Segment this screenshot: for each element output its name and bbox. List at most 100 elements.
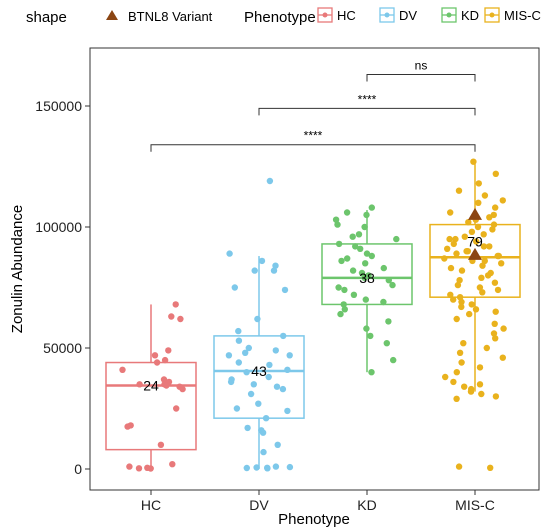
data-point — [393, 235, 400, 243]
data-point — [446, 235, 453, 243]
x-tick-label: HC — [141, 497, 161, 513]
data-point — [467, 388, 475, 395]
data-point — [274, 441, 281, 448]
data-point — [460, 340, 467, 347]
data-point — [472, 306, 480, 313]
data-point — [245, 344, 252, 352]
data-point — [177, 315, 184, 323]
data-point — [368, 204, 375, 211]
data-point — [468, 228, 476, 235]
y-tick-label: 100000 — [35, 219, 82, 235]
data-point — [487, 464, 494, 471]
data-point — [119, 366, 126, 373]
data-point — [458, 359, 465, 366]
x-axis-ticks: HC DV KD MIS-C — [141, 490, 495, 513]
data-point — [226, 250, 233, 257]
plot-panel-border — [89, 47, 540, 491]
data-point — [486, 243, 493, 250]
data-point — [453, 395, 460, 402]
data-point — [455, 463, 463, 470]
x-axis-title: Phenotype — [278, 511, 350, 528]
data-point — [165, 347, 172, 354]
data-point — [341, 286, 348, 294]
data-point — [344, 255, 351, 262]
data-point — [168, 313, 175, 320]
count-label-layer: 24 43 38 79 — [143, 233, 483, 393]
legend-variant-label: BTNL8 Variant — [128, 9, 213, 24]
data-point — [492, 170, 499, 177]
data-point — [284, 407, 291, 415]
data-point — [225, 352, 233, 359]
data-point — [468, 301, 475, 308]
data-point — [242, 349, 249, 356]
point-layer — [119, 158, 507, 472]
data-point — [458, 267, 466, 274]
box-mis-c — [429, 223, 521, 298]
data-point — [361, 223, 368, 231]
x-tick-label: DV — [249, 497, 269, 513]
data-point — [349, 233, 356, 240]
data-point — [484, 272, 492, 279]
data-point — [286, 352, 293, 359]
data-point — [476, 381, 484, 388]
data-point — [151, 352, 159, 359]
significance-label: ns — [415, 59, 428, 73]
x-tick-label: MIS-C — [455, 497, 495, 513]
data-point — [266, 361, 273, 369]
data-point — [500, 325, 507, 332]
legend-shape-title: shape — [26, 9, 67, 26]
data-point — [343, 209, 351, 216]
significance-brackets: ns **** **** — [150, 59, 476, 152]
data-point — [368, 252, 375, 260]
legend-key-point — [446, 12, 452, 18]
comparison-bracket — [258, 107, 476, 116]
data-point — [352, 243, 359, 250]
data-point — [235, 359, 242, 366]
data-point — [489, 226, 496, 233]
y-axis-title: Zonulin Abundance — [9, 205, 26, 333]
data-point — [499, 197, 506, 204]
data-point — [461, 383, 468, 390]
data-point — [340, 301, 347, 308]
data-point — [385, 277, 392, 284]
data-point — [363, 250, 371, 257]
data-point — [389, 281, 396, 289]
data-point — [135, 465, 143, 472]
data-point — [284, 366, 291, 373]
data-point — [481, 257, 488, 265]
sample-count-label: 24 — [143, 378, 159, 394]
data-point — [273, 383, 281, 390]
y-tick-label: 150000 — [35, 98, 82, 114]
data-point — [363, 211, 370, 219]
data-point — [453, 315, 460, 323]
data-point — [476, 284, 484, 291]
significance-label: **** — [358, 92, 377, 106]
data-point — [491, 279, 499, 286]
data-point — [173, 405, 180, 412]
legend: shape BTNL8 Variant Phenotype HC DV KD MIS-… — [26, 7, 541, 26]
legend-entry-label: MIS-C — [504, 8, 541, 23]
data-point — [124, 423, 131, 430]
data-point — [259, 429, 267, 436]
box-dv — [213, 335, 305, 419]
data-point — [254, 315, 261, 323]
data-point — [492, 204, 499, 211]
legend-key-point — [384, 12, 390, 18]
data-point — [390, 356, 397, 364]
data-point — [385, 318, 392, 325]
data-point — [227, 378, 235, 386]
data-point — [243, 464, 250, 472]
data-point — [233, 405, 241, 412]
box-kd — [321, 243, 413, 306]
data-point — [473, 238, 480, 245]
y-tick-label: 50000 — [43, 340, 82, 356]
sample-count-label: 79 — [467, 233, 483, 249]
data-point — [380, 264, 387, 272]
data-point — [361, 274, 368, 281]
x-tick-label: KD — [357, 497, 376, 513]
data-point — [258, 257, 266, 265]
data-point — [362, 260, 369, 267]
data-point — [179, 385, 186, 393]
significance-label: **** — [304, 129, 323, 143]
data-point — [250, 381, 257, 388]
